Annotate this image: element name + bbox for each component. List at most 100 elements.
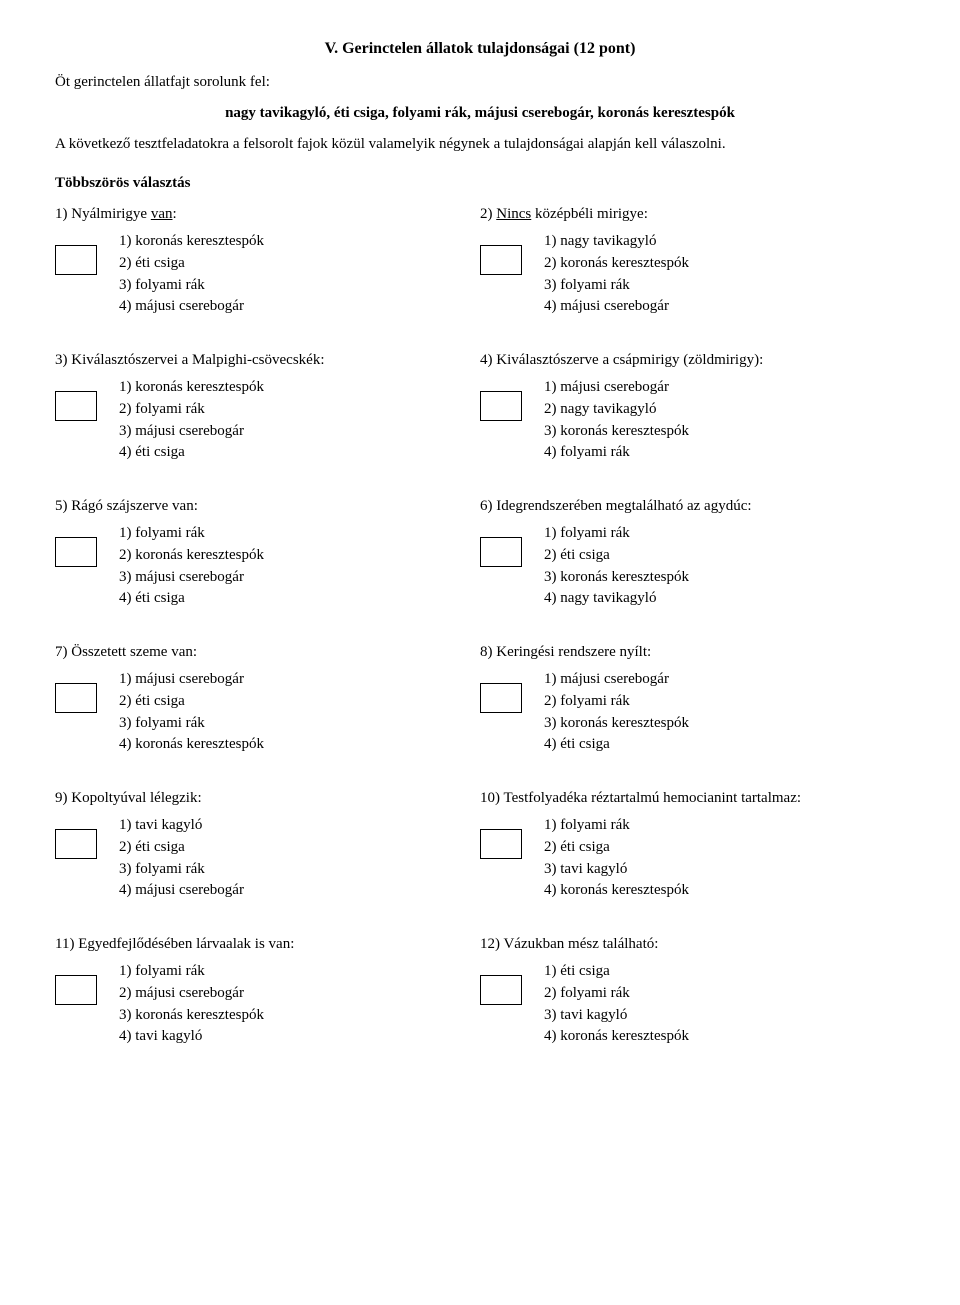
option-item: 1) májusi cserebogár	[119, 669, 264, 691]
question-row: 3) Kiválasztószervei a Malpighi-csövecsk…	[55, 352, 905, 464]
options-list: 1) éti csiga2) folyami rák3) tavi kagyló…	[544, 961, 689, 1048]
option-item: 2) éti csiga	[544, 837, 689, 859]
question-row: 7) Összetett szeme van: 1) májusi cserebo…	[55, 644, 905, 756]
answer-box[interactable]	[55, 537, 97, 567]
question-block: 10) Testfolyadéka réztartalmú hemocianin…	[480, 790, 905, 902]
option-item: 2) májusi cserebogár	[119, 983, 264, 1005]
option-item: 4) májusi cserebogár	[119, 296, 264, 318]
options-list: 1) koronás keresztespók2) éti csiga3) fo…	[119, 231, 264, 318]
question-row: 5) Rágó szájszerve van:1) folyami rák2) …	[55, 498, 905, 610]
options-list: 1) májusi cserebogár2) éti csiga3) folya…	[119, 669, 264, 756]
question-block: 6) Idegrendszerében megtalálható az agyd…	[480, 498, 905, 610]
option-item: 4) folyami rák	[544, 442, 689, 464]
option-item: 3) folyami rák	[119, 859, 244, 881]
option-item: 4) májusi cserebogár	[544, 296, 689, 318]
question-body: 1) májusi cserebogár2) éti csiga3) folya…	[55, 669, 480, 756]
option-item: 1) folyami rák	[119, 961, 264, 983]
intro-line-2: A következő tesztfeladatokra a felsorolt…	[55, 136, 905, 153]
question-body: 1) tavi kagyló2) éti csiga3) folyami rák…	[55, 815, 480, 902]
option-item: 2) koronás keresztespók	[544, 253, 689, 275]
option-item: 2) éti csiga	[119, 253, 264, 275]
option-item: 2) éti csiga	[119, 691, 264, 713]
question-body: 1) folyami rák2) éti csiga3) tavi kagyló…	[480, 815, 905, 902]
options-list: 1) májusi cserebogár2) nagy tavikagyló3)…	[544, 377, 689, 464]
options-list: 1) folyami rák2) májusi cserebogár3) kor…	[119, 961, 264, 1048]
option-item: 1) folyami rák	[544, 815, 689, 837]
options-list: 1) tavi kagyló2) éti csiga3) folyami rák…	[119, 815, 244, 902]
question-title: 12) Vázukban mész található:	[480, 936, 905, 953]
answer-box[interactable]	[55, 391, 97, 421]
species-list: nagy tavikagyló, éti csiga, folyami rák,…	[55, 105, 905, 122]
option-item: 4) koronás keresztespók	[544, 1026, 689, 1048]
question-title: 6) Idegrendszerében megtalálható az agyd…	[480, 498, 905, 515]
answer-box[interactable]	[55, 245, 97, 275]
option-item: 3) koronás keresztespók	[544, 421, 689, 443]
question-block: 1) Nyálmirigye van: 1) koronás keresztesp…	[55, 206, 480, 318]
answer-box[interactable]	[480, 683, 522, 713]
option-item: 3) folyami rák	[544, 275, 689, 297]
options-list: 1) nagy tavikagyló2) koronás keresztespó…	[544, 231, 689, 318]
answer-box[interactable]	[480, 975, 522, 1005]
intro-line-1: Öt gerinctelen állatfajt sorolunk fel:	[55, 74, 905, 91]
question-block: 9) Kopoltyúval lélegzik: 1) tavi kagyló2)…	[55, 790, 480, 902]
option-item: 4) koronás keresztespók	[119, 734, 264, 756]
answer-box[interactable]	[55, 829, 97, 859]
option-item: 3) tavi kagyló	[544, 1005, 689, 1027]
option-item: 4) koronás keresztespók	[544, 880, 689, 902]
question-body: 1) nagy tavikagyló2) koronás keresztespó…	[480, 231, 905, 318]
option-item: 3) májusi cserebogár	[119, 421, 264, 443]
option-item: 1) koronás keresztespók	[119, 231, 264, 253]
question-body: 1) folyami rák2) koronás keresztespók3) …	[55, 523, 480, 610]
option-item: 2) éti csiga	[119, 837, 244, 859]
question-title: 10) Testfolyadéka réztartalmú hemocianin…	[480, 790, 905, 807]
question-title: 8) Keringési rendszere nyílt:	[480, 644, 905, 661]
options-list: 1) koronás keresztespók2) folyami rák3) …	[119, 377, 264, 464]
option-item: 1) éti csiga	[544, 961, 689, 983]
question-body: 1) folyami rák2) májusi cserebogár3) kor…	[55, 961, 480, 1048]
option-item: 4) éti csiga	[544, 734, 689, 756]
answer-box[interactable]	[55, 683, 97, 713]
option-item: 1) folyami rák	[119, 523, 264, 545]
question-block: 12) Vázukban mész található: 1) éti csiga…	[480, 936, 905, 1048]
question-title: 9) Kopoltyúval lélegzik:	[55, 790, 480, 807]
answer-box[interactable]	[480, 391, 522, 421]
option-item: 4) nagy tavikagyló	[544, 588, 689, 610]
option-item: 2) folyami rák	[119, 399, 264, 421]
options-list: 1) folyami rák2) éti csiga3) tavi kagyló…	[544, 815, 689, 902]
option-item: 4) májusi cserebogár	[119, 880, 244, 902]
answer-box[interactable]	[480, 537, 522, 567]
question-body: 1) koronás keresztespók2) folyami rák3) …	[55, 377, 480, 464]
option-item: 1) tavi kagyló	[119, 815, 244, 837]
answer-box[interactable]	[55, 975, 97, 1005]
option-item: 1) májusi cserebogár	[544, 377, 689, 399]
question-block: 11) Egyedfejlődésében lárvaalak is van: 1…	[55, 936, 480, 1048]
option-item: 4) éti csiga	[119, 588, 264, 610]
questions-container: 1) Nyálmirigye van: 1) koronás keresztesp…	[55, 206, 905, 1048]
question-block: 3) Kiválasztószervei a Malpighi-csövecsk…	[55, 352, 480, 464]
question-title: 3) Kiválasztószervei a Malpighi-csövecsk…	[55, 352, 480, 369]
option-item: 4) éti csiga	[119, 442, 264, 464]
option-item: 3) koronás keresztespók	[544, 713, 689, 735]
question-title: 11) Egyedfejlődésében lárvaalak is van:	[55, 936, 480, 953]
option-item: 2) koronás keresztespók	[119, 545, 264, 567]
options-list: 1) folyami rák2) éti csiga3) koronás ker…	[544, 523, 689, 610]
answer-box[interactable]	[480, 829, 522, 859]
option-item: 1) koronás keresztespók	[119, 377, 264, 399]
option-item: 3) koronás keresztespók	[544, 567, 689, 589]
question-title: 2) Nincs középbéli mirigye:	[480, 206, 905, 223]
question-block: 4) Kiválasztószerve a csápmirigy (zöldmi…	[480, 352, 905, 464]
page-title: V. Gerinctelen állatok tulajdonságai (12…	[55, 40, 905, 58]
question-title: 1) Nyálmirigye van:	[55, 206, 480, 223]
question-title: 7) Összetett szeme van:	[55, 644, 480, 661]
option-item: 3) májusi cserebogár	[119, 567, 264, 589]
question-block: 8) Keringési rendszere nyílt: 1) májusi c…	[480, 644, 905, 756]
option-item: 1) folyami rák	[544, 523, 689, 545]
options-list: 1) májusi cserebogár2) folyami rák3) kor…	[544, 669, 689, 756]
option-item: 1) nagy tavikagyló	[544, 231, 689, 253]
option-item: 2) éti csiga	[544, 545, 689, 567]
option-item: 4) tavi kagyló	[119, 1026, 264, 1048]
option-item: 3) folyami rák	[119, 713, 264, 735]
answer-box[interactable]	[480, 245, 522, 275]
option-item: 2) folyami rák	[544, 983, 689, 1005]
options-list: 1) folyami rák2) koronás keresztespók3) …	[119, 523, 264, 610]
